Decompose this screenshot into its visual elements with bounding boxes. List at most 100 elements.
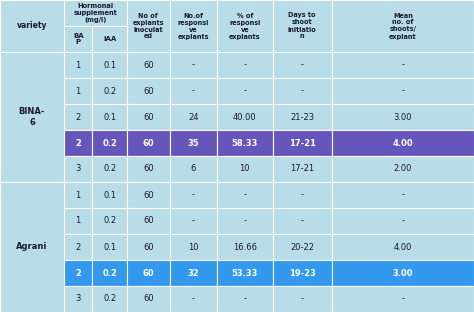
- Bar: [64, 78, 92, 104]
- Text: 60: 60: [143, 113, 154, 121]
- Text: 6: 6: [191, 164, 196, 173]
- Text: 1: 1: [75, 86, 81, 95]
- Text: 53.33: 53.33: [232, 269, 258, 277]
- Bar: [92, 260, 127, 286]
- Text: -: -: [192, 86, 195, 95]
- Bar: [217, 286, 273, 312]
- Text: 60: 60: [143, 139, 154, 148]
- Text: No.of
responsi
ve
explants: No.of responsi ve explants: [178, 12, 209, 40]
- Bar: [170, 182, 217, 208]
- Text: % of
responsi
ve
explants: % of responsi ve explants: [229, 12, 261, 40]
- Text: 16.66: 16.66: [233, 242, 257, 251]
- Bar: [64, 104, 92, 130]
- Text: 60: 60: [143, 295, 154, 304]
- Bar: [127, 234, 170, 260]
- Bar: [217, 104, 273, 130]
- Bar: [170, 260, 217, 286]
- Bar: [217, 182, 273, 208]
- Bar: [273, 78, 332, 104]
- Bar: [332, 78, 474, 104]
- Text: 10: 10: [239, 164, 250, 173]
- Bar: [217, 234, 273, 260]
- Bar: [0, 182, 64, 312]
- Bar: [92, 156, 127, 182]
- Text: -: -: [243, 295, 246, 304]
- Bar: [332, 156, 474, 182]
- Text: 35: 35: [188, 139, 199, 148]
- Text: 17-21: 17-21: [290, 164, 314, 173]
- Bar: [332, 234, 474, 260]
- Text: 3: 3: [75, 164, 81, 173]
- Text: 24: 24: [188, 113, 199, 121]
- Bar: [64, 52, 92, 78]
- Bar: [332, 182, 474, 208]
- Bar: [127, 52, 170, 78]
- Bar: [332, 104, 474, 130]
- Text: 60: 60: [143, 217, 154, 226]
- Bar: [217, 130, 273, 156]
- Bar: [64, 208, 92, 234]
- Text: 0.1: 0.1: [103, 61, 116, 70]
- Bar: [273, 130, 332, 156]
- Text: -: -: [301, 61, 304, 70]
- Text: Mean
no. of
shoots/
explant: Mean no. of shoots/ explant: [389, 12, 417, 40]
- Bar: [217, 156, 273, 182]
- Bar: [127, 182, 170, 208]
- Text: -: -: [192, 191, 195, 199]
- Text: -: -: [301, 295, 304, 304]
- Bar: [0, 52, 64, 182]
- Bar: [273, 182, 332, 208]
- Text: 21-23: 21-23: [290, 113, 314, 121]
- Text: 0.2: 0.2: [102, 139, 117, 148]
- Bar: [273, 52, 332, 78]
- Text: 60: 60: [143, 269, 154, 277]
- Bar: [127, 130, 170, 156]
- Text: 2: 2: [75, 113, 81, 121]
- Bar: [170, 52, 217, 78]
- Text: -: -: [243, 191, 246, 199]
- Text: 60: 60: [143, 61, 154, 70]
- Text: 2: 2: [75, 139, 81, 148]
- Text: 3.00: 3.00: [392, 269, 413, 277]
- Bar: [170, 208, 217, 234]
- Text: 2: 2: [75, 242, 81, 251]
- Text: variety: variety: [17, 22, 47, 31]
- Bar: [64, 286, 92, 312]
- Bar: [64, 156, 92, 182]
- Text: 20-22: 20-22: [290, 242, 314, 251]
- Bar: [273, 286, 332, 312]
- Bar: [332, 52, 474, 78]
- Bar: [64, 26, 92, 52]
- Text: 3.00: 3.00: [393, 113, 412, 121]
- Bar: [92, 52, 127, 78]
- Bar: [217, 0, 273, 52]
- Bar: [170, 156, 217, 182]
- Text: -: -: [243, 217, 246, 226]
- Bar: [127, 78, 170, 104]
- Bar: [170, 130, 217, 156]
- Text: -: -: [301, 86, 304, 95]
- Text: 1: 1: [75, 217, 81, 226]
- Bar: [92, 182, 127, 208]
- Bar: [127, 260, 170, 286]
- Text: 4.00: 4.00: [394, 242, 412, 251]
- Bar: [64, 260, 92, 286]
- Bar: [64, 234, 92, 260]
- Text: 0.2: 0.2: [102, 269, 117, 277]
- Bar: [0, 0, 64, 52]
- Text: BA
P: BA P: [73, 32, 83, 46]
- Bar: [332, 130, 474, 156]
- Text: 60: 60: [143, 164, 154, 173]
- Bar: [127, 104, 170, 130]
- Text: 40.00: 40.00: [233, 113, 256, 121]
- Text: 1: 1: [75, 61, 81, 70]
- Bar: [170, 234, 217, 260]
- Bar: [170, 104, 217, 130]
- Text: 0.2: 0.2: [103, 295, 116, 304]
- Text: -: -: [301, 191, 304, 199]
- Bar: [332, 260, 474, 286]
- Text: IAA: IAA: [103, 36, 116, 42]
- Bar: [170, 78, 217, 104]
- Text: 19-23: 19-23: [289, 269, 316, 277]
- Text: Days to
shoot
initiatio
n: Days to shoot initiatio n: [288, 12, 317, 40]
